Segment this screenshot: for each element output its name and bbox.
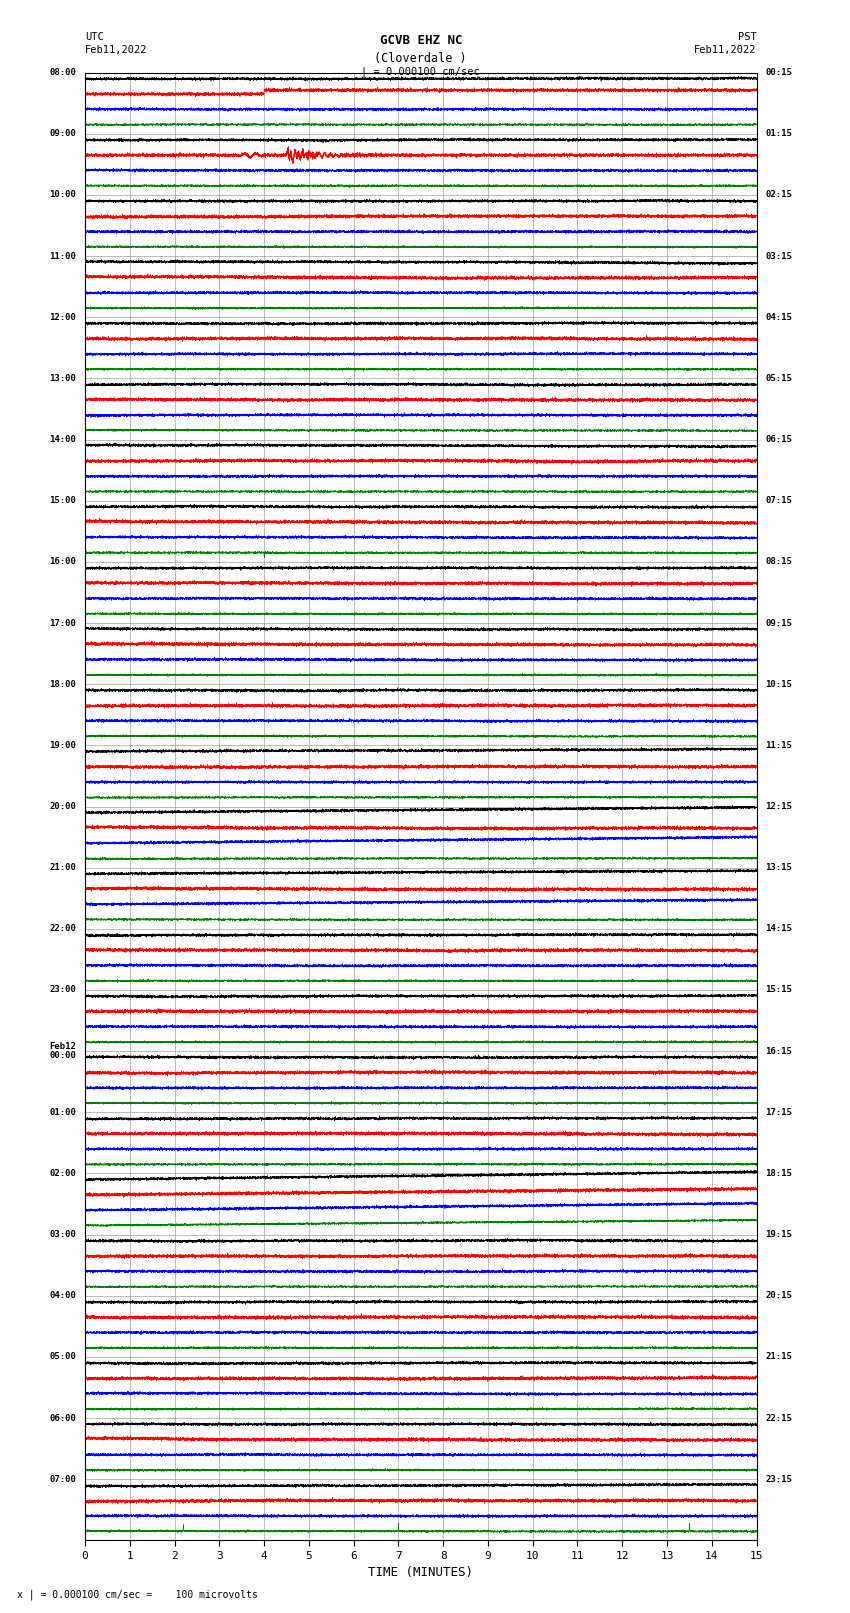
Text: 17:00: 17:00 — [49, 618, 76, 627]
Text: 01:15: 01:15 — [766, 129, 792, 139]
Text: 11:15: 11:15 — [766, 740, 792, 750]
Text: 19:00: 19:00 — [49, 740, 76, 750]
Text: 04:00: 04:00 — [49, 1292, 76, 1300]
Text: 05:15: 05:15 — [766, 374, 792, 382]
Text: 20:15: 20:15 — [766, 1292, 792, 1300]
Text: Feb11,2022: Feb11,2022 — [694, 45, 756, 55]
Text: 02:15: 02:15 — [766, 190, 792, 200]
Text: 19:15: 19:15 — [766, 1231, 792, 1239]
Text: 08:15: 08:15 — [766, 558, 792, 566]
Text: 01:00: 01:00 — [49, 1108, 76, 1116]
Text: 16:00: 16:00 — [49, 558, 76, 566]
Text: | = 0.000100 cm/sec: | = 0.000100 cm/sec — [361, 66, 480, 77]
Text: 09:00: 09:00 — [49, 129, 76, 139]
Text: 06:00: 06:00 — [49, 1413, 76, 1423]
Text: 09:15: 09:15 — [766, 618, 792, 627]
Text: x | = 0.000100 cm/sec =    100 microvolts: x | = 0.000100 cm/sec = 100 microvolts — [17, 1589, 258, 1600]
Text: 11:00: 11:00 — [49, 252, 76, 261]
Text: 14:15: 14:15 — [766, 924, 792, 934]
X-axis label: TIME (MINUTES): TIME (MINUTES) — [368, 1566, 473, 1579]
Text: 12:00: 12:00 — [49, 313, 76, 321]
Text: 04:15: 04:15 — [766, 313, 792, 321]
Text: 18:00: 18:00 — [49, 679, 76, 689]
Text: 15:00: 15:00 — [49, 497, 76, 505]
Text: 05:00: 05:00 — [49, 1352, 76, 1361]
Text: 22:15: 22:15 — [766, 1413, 792, 1423]
Text: GCVB EHZ NC: GCVB EHZ NC — [379, 34, 462, 47]
Text: 22:00: 22:00 — [49, 924, 76, 934]
Text: 03:15: 03:15 — [766, 252, 792, 261]
Text: 10:15: 10:15 — [766, 679, 792, 689]
Text: 00:00: 00:00 — [49, 1052, 76, 1060]
Text: 15:15: 15:15 — [766, 986, 792, 995]
Text: 06:15: 06:15 — [766, 436, 792, 444]
Text: 21:00: 21:00 — [49, 863, 76, 873]
Text: 03:00: 03:00 — [49, 1231, 76, 1239]
Text: 21:15: 21:15 — [766, 1352, 792, 1361]
Text: 23:00: 23:00 — [49, 986, 76, 995]
Text: 02:00: 02:00 — [49, 1169, 76, 1177]
Text: 00:15: 00:15 — [766, 68, 792, 77]
Text: 18:15: 18:15 — [766, 1169, 792, 1177]
Text: 07:15: 07:15 — [766, 497, 792, 505]
Text: 13:00: 13:00 — [49, 374, 76, 382]
Text: 07:00: 07:00 — [49, 1474, 76, 1484]
Text: 10:00: 10:00 — [49, 190, 76, 200]
Text: 14:00: 14:00 — [49, 436, 76, 444]
Text: PST: PST — [738, 32, 756, 42]
Text: 16:15: 16:15 — [766, 1047, 792, 1055]
Text: Feb11,2022: Feb11,2022 — [85, 45, 148, 55]
Text: 08:00: 08:00 — [49, 68, 76, 77]
Text: Feb12: Feb12 — [49, 1042, 76, 1052]
Text: 20:00: 20:00 — [49, 802, 76, 811]
Text: (Cloverdale ): (Cloverdale ) — [375, 52, 467, 65]
Text: UTC: UTC — [85, 32, 104, 42]
Text: 23:15: 23:15 — [766, 1474, 792, 1484]
Text: 17:15: 17:15 — [766, 1108, 792, 1116]
Text: 13:15: 13:15 — [766, 863, 792, 873]
Text: 12:15: 12:15 — [766, 802, 792, 811]
